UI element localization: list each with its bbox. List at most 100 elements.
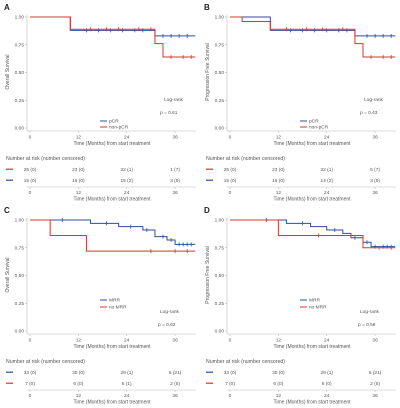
risk-table-cell: 5 (7) [370,167,380,173]
km-curve-no-mrr [30,219,196,252]
y-tick-label: 1.00 [215,218,225,224]
risk-table-cell: 7 (0) [225,381,235,387]
panel-label: C [4,206,10,215]
x-tick-label: 0 [29,338,32,344]
km-curve-pcr [30,16,196,37]
risk-table-title: Number at risk (number censored) [206,359,285,365]
risk-table-cell: 22 (1) [120,167,133,173]
risk-table-tick-label: 36 [172,190,178,196]
panel-a: A 1.00 0.75 0.50 0.25 0.00 0 12 24 36 Time (Months… [4,3,196,203]
risk-table-cell: 29 (1) [320,370,333,376]
risk-table-tick-label: 24 [124,190,130,196]
risk-table-title: Number at risk (number censored) [6,359,85,365]
x-tick-label: 24 [124,338,130,344]
x-axis-title: Time (Months) from start treatment [273,344,351,350]
panel-label: D [204,206,210,215]
km-curve-non-pcr [230,16,396,58]
p-value: p = 0.43 [360,110,378,116]
x-axis-title: Time (Months) from start treatment [73,344,151,350]
risk-table-title: Number at risk (number censored) [206,156,285,162]
risk-table-cell: 5 (1) [122,381,132,387]
y-tick-label: 0.00 [215,126,225,132]
y-axis-title: Progression Free Survival [205,43,211,101]
x-tick-label: 0 [29,135,32,141]
km-curve-mrr [30,219,196,245]
risk-table-cell: 1 (7) [170,167,180,173]
panel-label: A [4,3,10,12]
risk-table-cell: 6 (0) [322,381,332,387]
x-tick-label: 12 [276,338,282,344]
risk-table-cell: 25 (0) [24,167,37,173]
legend-label: MRR [109,298,120,304]
risk-table-tick-label: 36 [372,393,378,399]
y-tick-label: 0.75 [215,42,225,48]
legend-label: non-pCR [109,125,129,131]
y-axis-title: Progression Free Survival [205,246,211,304]
risk-table-cell: 14 (2) [320,178,333,184]
risk-table-cell: 6 (21) [169,370,182,376]
risk-table-tick-label: 24 [324,393,330,399]
panel-c: C 1.00 0.75 0.50 0.25 0.00 0 12 24 36 Time (Months… [4,206,196,406]
risk-table-cell: 2 (5) [370,381,380,387]
y-tick-label: 0.50 [215,273,225,279]
risk-table-tick-label: 0 [229,190,232,196]
risk-table-x-title: Time (Months) from start treatment [73,197,151,203]
x-tick-label: 0 [229,135,232,141]
risk-table-cell: 23 (0) [272,167,285,173]
risk-table-tick-label: 0 [29,393,32,399]
p-value: p = 0.61 [160,110,178,116]
risk-table-tick-label: 24 [124,393,130,399]
x-tick-label: 12 [76,338,82,344]
y-tick-label: 1.00 [215,15,225,21]
risk-table-cell: 22 (1) [320,167,333,173]
km-curve-pcr [230,16,396,37]
x-tick-label: 36 [172,135,178,141]
legend-label: non-pCR [309,125,329,131]
y-tick-label: 0.50 [15,70,25,76]
risk-table-tick-label: 12 [76,393,82,399]
risk-table-cell: 6 (0) [73,381,83,387]
risk-table-cell: 23 (0) [72,167,85,173]
risk-table-cell: 15 (0) [272,178,285,184]
panel-d: D 1.00 0.75 0.50 0.25 0.00 0 12 24 36 Time (Months… [204,206,396,406]
legend-label: pCR [109,119,119,125]
test-label: Log-rank [164,97,184,103]
x-axis-title: Time (Months) from start treatment [73,141,151,147]
test-label: Log-rank [360,309,380,315]
risk-table-cell: 15 (2) [120,178,133,184]
y-tick-label: 0.25 [15,301,25,307]
y-tick-label: 0.00 [215,329,225,335]
y-tick-label: 0.50 [215,70,225,76]
risk-table-tick-label: 36 [172,393,178,399]
risk-table-x-title: Time (Months) from start treatment [73,400,151,406]
risk-table-tick-label: 12 [276,190,282,196]
risk-table-x-title: Time (Months) from start treatment [273,197,351,203]
panel-b: B 1.00 0.75 0.50 0.25 0.00 0 12 24 36 Time (Months… [204,3,396,203]
test-label: Log-rank [364,97,384,103]
risk-table-cell: 33 (0) [24,370,37,376]
y-tick-label: 0.00 [15,329,25,335]
risk-table-tick-label: 36 [372,190,378,196]
y-tick-label: 1.00 [15,15,25,21]
y-tick-label: 0.00 [15,126,25,132]
x-tick-label: 24 [124,135,130,141]
x-tick-label: 36 [372,338,378,344]
risk-table-cell: 6 (0) [273,381,283,387]
risk-table-title: Number at risk (number censored) [6,156,85,162]
risk-table-cell: 25 (0) [224,167,237,173]
km-curve-no-mrr [230,219,396,249]
x-tick-label: 36 [372,135,378,141]
x-tick-label: 0 [229,338,232,344]
y-tick-label: 1.00 [15,218,25,224]
y-tick-label: 0.25 [215,301,225,307]
legend-label: no MRR [109,305,127,311]
risk-table-tick-label: 0 [29,190,32,196]
risk-table-cell: 33 (0) [224,370,237,376]
legend-label: MRR [309,298,320,304]
x-tick-label: 36 [172,338,178,344]
y-tick-label: 0.25 [15,98,25,104]
risk-table-cell: 15 (0) [224,178,237,184]
panel-label: B [204,3,210,12]
legend-label: no MRR [309,305,327,311]
risk-table-cell: 30 (0) [272,370,285,376]
